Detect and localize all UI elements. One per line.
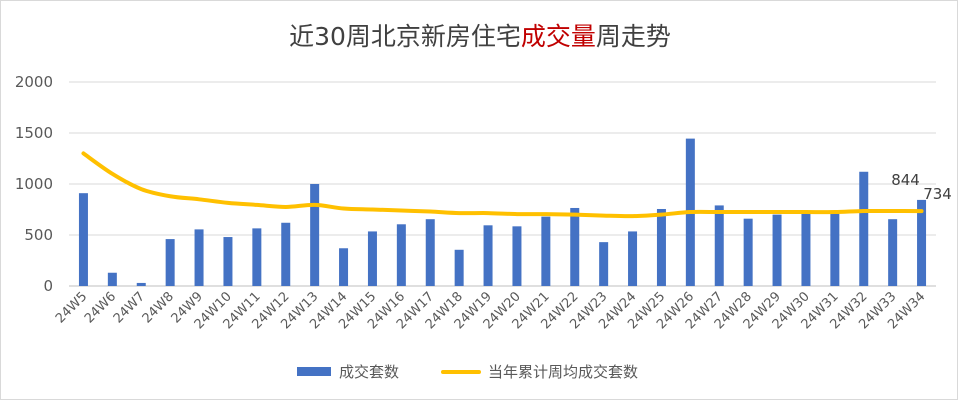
bar-24W21	[541, 217, 550, 286]
chart-title-text: 近30周北京新房住宅成交量周走势	[289, 22, 671, 51]
bar-24W30	[801, 214, 810, 286]
line-series	[83, 153, 921, 216]
legend-swatch-bar	[297, 367, 331, 376]
y-axis: 0 500 1000 1500 2000	[15, 73, 53, 295]
line-cumulative-average	[83, 153, 921, 216]
bar-24W22	[570, 208, 579, 286]
y-tick-label: 1500	[15, 124, 53, 142]
y-tick-label: 1000	[15, 175, 53, 193]
bar-24W16	[397, 224, 406, 286]
x-axis: 24W524W624W724W824W924W1024W1124W1224W13…	[53, 289, 928, 332]
bar-24W31	[830, 214, 839, 286]
bar-24W12	[281, 223, 290, 286]
bar-24W9	[195, 229, 204, 286]
bar-24W33	[888, 219, 897, 286]
bar-24W24	[628, 231, 637, 286]
legend-label-bar: 成交套数	[339, 363, 399, 381]
bar-24W27	[715, 205, 724, 286]
y-tick-label: 500	[24, 226, 53, 244]
legend-label-line: 当年累计周均成交套数	[488, 363, 638, 381]
bar-24W19	[484, 225, 493, 286]
bar-24W25	[657, 209, 666, 286]
bar-24W13	[310, 184, 319, 286]
bar-24W10	[223, 237, 232, 286]
data-label-line: 734	[923, 185, 952, 203]
bar-24W5	[79, 193, 88, 286]
bar-24W11	[252, 228, 261, 286]
bar-24W28	[744, 219, 753, 286]
bar-24W8	[166, 239, 175, 286]
x-tick-label: 24W8	[140, 289, 177, 326]
x-tick-label: 24W7	[111, 289, 148, 326]
legend: 成交套数 当年累计周均成交套数	[297, 363, 638, 381]
chart-title-part-1: 成交量	[521, 22, 596, 51]
y-tick-label: 2000	[15, 73, 53, 91]
bar-24W17	[426, 219, 435, 286]
x-tick-label: 24W5	[53, 289, 90, 326]
chart-title-part-0: 近30周北京新房住宅	[289, 22, 521, 51]
bar-24W20	[512, 226, 521, 286]
bar-24W15	[368, 231, 377, 286]
bar-24W6	[108, 273, 117, 286]
x-tick-label: 24W6	[82, 289, 119, 326]
y-tick-label: 0	[43, 277, 53, 295]
bar-24W18	[455, 250, 464, 286]
chart-title-part-2: 周走势	[596, 22, 671, 51]
bar-24W32	[859, 172, 868, 286]
bar-24W7	[137, 283, 146, 286]
bar-24W14	[339, 248, 348, 286]
data-label-bar: 844	[891, 171, 920, 189]
chart-title: 近30周北京新房住宅成交量周走势	[289, 22, 671, 51]
bar-24W23	[599, 242, 608, 286]
bar-24W29	[773, 215, 782, 286]
